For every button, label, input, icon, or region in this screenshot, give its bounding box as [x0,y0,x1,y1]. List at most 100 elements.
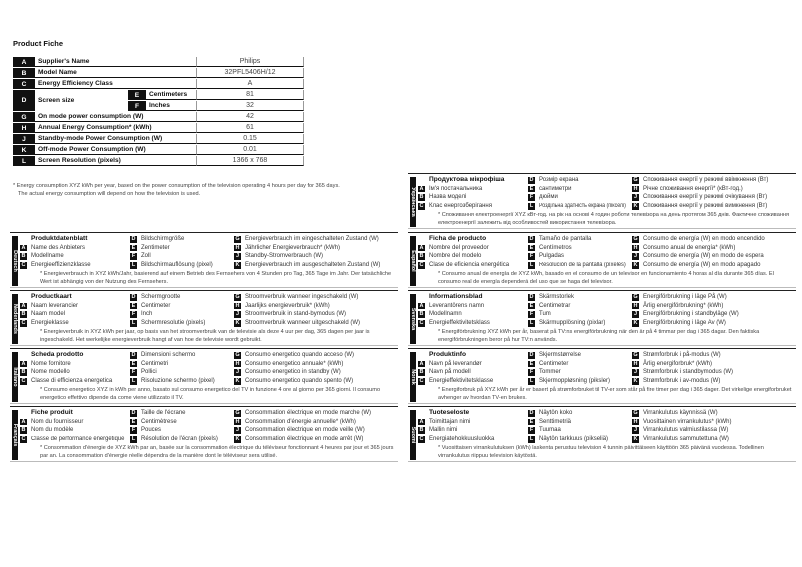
key-badge-F: F [130,427,137,434]
item-F: F Pulgadas [528,252,628,261]
item-label: Centímetros [539,244,572,251]
language-tab: Deutsch [12,236,18,286]
key-badge-F: F [528,311,535,318]
key-badge-F: F [528,194,535,201]
row-key-badge: F [128,101,146,111]
column-3: G Stroomverbruik wanneer ingeschakeld (W)… [234,293,397,328]
row-key-badge: E [128,90,146,100]
key-badge-E: E [528,418,535,426]
key-badge-H: H [632,418,639,426]
item-F: F Inch [130,310,230,319]
key-badge-A: A [418,302,425,310]
key-badge-J: J [632,311,639,318]
block-title: Productkaart [31,293,72,300]
key-badge-L: L [130,436,137,443]
item-label: Standby-Stromverbrauch (W) [245,253,324,260]
product-fiche-table: A Supplier's Name Philips B Model Name 32PFL5… [13,56,304,167]
item-label: Consumo de energía (W) en modo encendido [643,236,765,242]
item-label: Споживання енергії у режимі очікування (… [643,194,768,201]
item-label: Споживання енергії у режимі вимкнення (В… [643,203,768,210]
key-badge-G: G [632,410,639,417]
row-key-badge: L [13,156,35,166]
key-badge-E: E [528,244,535,252]
item-A: A Nom du fournisseur [20,418,126,427]
item-F: F Zoll [130,252,230,261]
item-J: J Consommation électrique en mode veille … [234,426,397,435]
block-footnote: * Vuosittaisen virrankulutuksen (kWh) la… [438,445,764,459]
block-title: Продуктова мікрофіша [429,176,505,183]
key-badge-E: E [528,302,535,310]
fiche-footnote: * Energy consumption XYZ kWh per year, b… [13,182,403,198]
item-L: L Schermresolutie (pixels) [130,319,230,328]
block-title: Produktdatenblatt [31,235,88,242]
row-value: 32 [196,101,304,111]
item-F: F Tommer [528,368,628,377]
item-label: Inch [141,311,153,318]
item-label: Resolución de la pantalla (píxeles) [539,262,626,269]
key-badge-H: H [632,185,639,193]
key-badge-C: C [20,262,27,269]
key-badge-K: K [234,262,241,269]
item-label: Virrankulutus käynnissä (W) [643,410,718,416]
item-label: Centimetrar [539,302,571,309]
key-badge-A: A [418,418,425,426]
item-label: Energiförbrukning i läge På (W) [643,294,727,300]
item-B: B Назва моделі [418,193,524,202]
item-E: E Centimeter [528,360,628,369]
item-D: D Schermgrootte [130,293,230,302]
key-badge-H: H [632,360,639,368]
item-G: G Stroomverbruik wanneer ingeschakeld (W) [234,293,397,302]
row-value: 1366 x 768 [196,156,304,166]
item-label: Pulgadas [539,253,565,260]
item-label: Zentimeter [141,244,170,251]
item-label: Stroomverbruik wanneer ingeschakeld (W) [245,294,359,300]
item-K: K Споживання енергії у режимі вимкнення (… [632,202,795,211]
item-J: J Споживання енергії у режимі очікування … [632,193,795,202]
item-H: H Årlig energiforbruk* (kWh) [632,360,795,369]
language-block: Norsk Produktinfo A Navn på leverandør B Nav… [408,348,796,404]
item-label: Річне споживання енергії* (кВт-год.) [643,185,743,192]
column-2: D Skjermstørrelse E Centimeter F Tommer L Skjer… [528,351,628,386]
item-label: Nome fornitore [31,360,71,367]
column-2: D Tamaño de pantalla E Centímetros F Pulgadas… [528,235,628,270]
item-label: Energieeffizienzklasse [31,262,91,269]
item-label: Consumo energetico annuale* (kWh) [245,360,344,367]
fiche-row: K Off-mode Power Consumption (W) 0.01 [13,145,304,155]
item-A: A Name des Anbieters [20,244,126,253]
item-label: Nombre del proveedor [429,244,489,251]
column-1: Продуктова мікрофіша A Ім'я постачальника B… [418,176,524,211]
item-label: Naam leverancier [31,302,79,309]
item-D: D Taille de l'écrane [130,409,230,418]
key-badge-K: K [234,320,241,327]
key-badge-G: G [234,294,241,301]
column-2: D Schermgrootte E Centimeter F Inch L Schermres… [130,293,230,328]
column-1: Scheda prodotto A Nome fornitore B Nome mode… [20,351,126,386]
item-F: F Tuumaa [528,426,628,435]
key-badge-A: A [20,244,27,252]
key-badge-J: J [632,427,639,434]
column-1: Fiche produit A Nom du fournisseur B Nom du … [20,409,126,444]
key-badge-B: B [20,369,27,376]
fiche-row-screen-size: D Screen size E Centimeters 81 [13,90,304,111]
key-badge-L: L [130,378,137,385]
key-badge-G: G [234,352,241,359]
block-footnote: * Consommation d'énergie de XYZ kWh par … [40,445,394,459]
column-1: Productkaart A Naam leverancier B Naam model… [20,293,126,328]
item-label: Ім'я постачальника [429,185,483,192]
column-2: D Taille de l'écrane E Centimètrese F Pouces L… [130,409,230,444]
item-label: Leverantörens namn [429,302,485,309]
item-G: G Споживання енергії у режимі ввімкнення … [632,176,795,185]
key-badge-J: J [234,369,241,376]
item-label: Tamaño de pantalla [539,236,592,242]
item-label: Клас енергозберігання [429,203,492,210]
key-badge-F: F [528,427,535,434]
language-tab: Svenska [410,294,416,344]
key-badge-L: L [528,378,535,385]
row-label: Screen size [38,97,75,104]
fiche-row: G On mode power consumption (W) 42 [13,112,304,122]
item-B: B Modellname [20,252,126,261]
fiche-row: A Supplier's Name Philips [13,57,304,67]
item-L: L Näytön tarkkuus (pikseliä) [528,435,628,444]
item-E: E Centímetros [528,244,628,253]
item-J: J Stroomverbruik in stand-bymodus (W) [234,310,397,319]
